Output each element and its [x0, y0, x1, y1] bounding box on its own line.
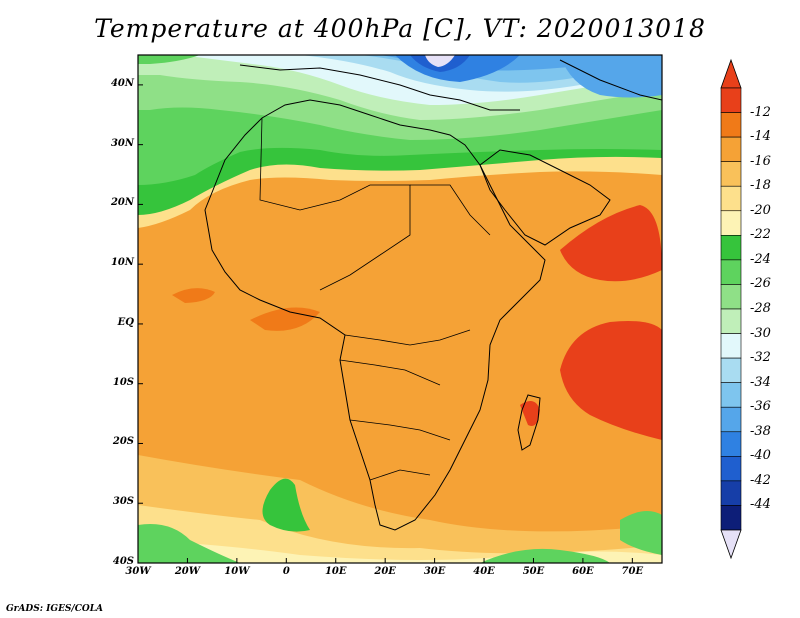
lat-tick-label: 40N — [110, 77, 134, 89]
lat-tick-label: 30S — [112, 496, 134, 508]
lon-tick-label: 70E — [621, 566, 644, 577]
lat-tick-label: 10N — [110, 257, 134, 269]
colorbar-level-label: -44 — [750, 497, 771, 513]
lon-tick-label: 30E — [423, 566, 446, 577]
grads-credit: GrADS: IGES/COLA — [6, 604, 104, 614]
colorbar-level-label: -30 — [750, 325, 771, 341]
colorbar-level-label: -12 — [750, 104, 771, 120]
lat-tick-label: 10S — [112, 376, 134, 388]
lon-tick-label: 40E — [473, 566, 495, 577]
lon-tick-label: 50E — [522, 566, 545, 577]
colorbar-level-label: -36 — [750, 399, 771, 415]
map-border — [137, 54, 663, 564]
axis-tickmarks — [137, 84, 633, 564]
colorbar-level-label: -20 — [750, 202, 771, 218]
colorbar-level-label: -28 — [750, 301, 771, 316]
lon-tick-label: 60E — [572, 566, 594, 577]
lon-tick-label: 10E — [324, 566, 347, 577]
lon-tick-label: 30W — [125, 566, 151, 577]
colorbar-level-label: -18 — [750, 178, 771, 194]
colorbar-level-label: -38 — [750, 423, 771, 439]
lon-tick-label: 0 — [282, 566, 290, 577]
lon-tick-label: 20W — [174, 566, 200, 577]
lon-tick-label: 20E — [374, 566, 396, 577]
colorbar-level-label: -42 — [750, 472, 771, 488]
chart-title: Temperature at 400hPa [C], VT: 202001301… — [94, 14, 706, 43]
colorbar-level-label: -22 — [750, 227, 771, 243]
temperature-field — [138, 55, 662, 563]
lat-tick-label: EQ — [117, 316, 134, 328]
lat-tick-label: 20S — [112, 436, 134, 448]
lat-tick-label: 20N — [110, 197, 134, 209]
colorbar-level-label: -14 — [750, 129, 771, 145]
colorbar-level-label: -34 — [750, 374, 771, 390]
lon-tick-label: 10W — [224, 566, 250, 577]
colorbar-level-label: -32 — [750, 350, 771, 366]
colorbar-level-label: -40 — [750, 448, 771, 464]
colorbar-level-label: -16 — [750, 153, 771, 169]
lat-tick-label: 40S — [112, 556, 134, 567]
lat-tick-label: 30N — [110, 137, 134, 149]
colorbar-level-label: -26 — [750, 276, 771, 292]
colorbar-level-label: -24 — [750, 251, 771, 267]
